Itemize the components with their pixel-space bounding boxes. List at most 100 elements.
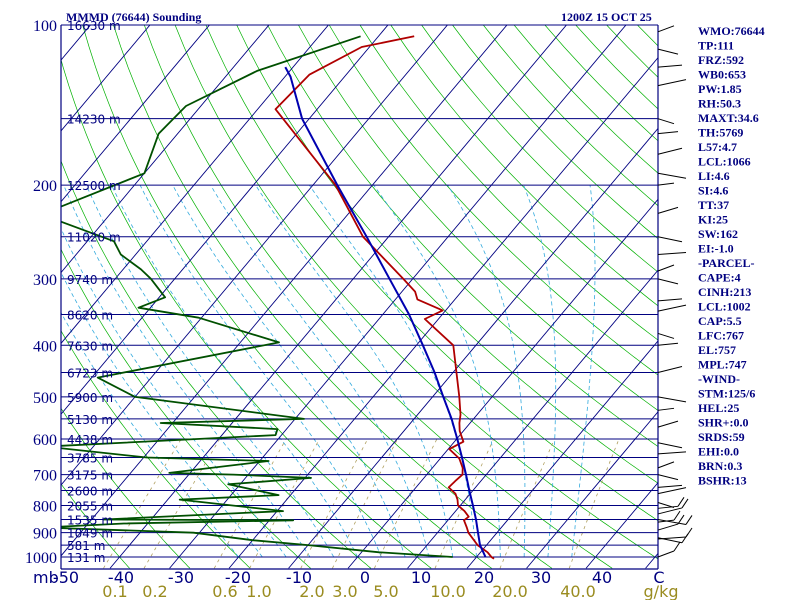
wind-barb [657,264,675,272]
isotherm [61,25,330,345]
wind-barb [657,461,675,469]
moist-adiabat [86,184,335,558]
mixing-ratio-unit-label: g/kg [644,582,679,600]
isotherm [288,127,658,569]
index-value: CAP:5.5 [698,314,742,328]
mixing-ratio-line [143,438,221,569]
index-value: RH:50.3 [698,97,741,111]
dry-adiabat [359,25,658,341]
pressure-tick-label: 400 [33,338,57,355]
dry-adiabat [298,25,658,411]
temperature-profile [274,35,495,560]
isotherm [61,25,211,203]
isotherm [61,25,151,132]
temperature-tick-label: -50 [53,568,79,587]
index-value: LCL:1002 [698,300,751,314]
height-label: 131 m [67,551,105,565]
wind-barb [657,407,675,411]
index-value: LFC:767 [698,329,744,343]
dewpoint-profile [61,35,453,558]
index-value: PW:1.85 [698,82,742,96]
wind-barb [657,236,683,243]
index-value: EI:-1.0 [698,242,734,256]
height-label: 8620 m [67,308,113,322]
wind-barb [657,332,675,339]
height-label: 3785 m [67,451,113,465]
wind-barb-flag [685,527,693,538]
isotherm [228,56,658,569]
index-value: SW:162 [698,227,738,241]
mixing-ratio-tick-label: 0.2 [142,582,167,600]
mixing-ratio-tick-label: 0.1 [102,582,127,600]
dry-adiabat [390,25,658,307]
wind-barb [657,182,675,186]
index-value: -WIND- [698,372,740,386]
height-label: 4438 m [67,433,113,447]
isotherm [61,25,270,274]
mixing-ratio-tick-label: 1.0 [246,582,271,600]
pressure-tick-label: 700 [33,468,57,485]
pressure-tick-label: 500 [33,390,57,407]
index-value: BSHR:13 [698,474,747,488]
temperature-tick-label: -40 [108,568,134,587]
index-value: BRN:0.3 [698,459,742,473]
moist-adiabat [571,185,596,558]
moist-adiabat [172,184,406,558]
dry-adiabat [267,25,658,447]
temperature-tick-label: 0 [360,568,370,587]
wind-barb [657,48,679,55]
wind-barb [657,206,679,214]
temperature-tick-label: -30 [168,568,194,587]
wind-barb [657,507,683,515]
wind-barb [657,442,683,449]
height-label: 14230 m [67,113,121,127]
wind-barb [657,342,679,346]
wind-barb [657,147,683,155]
sounding-curves [61,35,495,560]
index-value: TH:5769 [698,126,743,140]
height-label: 1049 m [67,527,113,541]
wind-barb-flag [677,497,685,507]
index-value: WMO:76644 [698,24,765,38]
wind-barb [657,64,683,68]
height-label: 16630 m [67,19,121,33]
wind-barb [657,487,687,495]
wind-profile [657,25,693,558]
height-label: 6723 m [67,367,113,381]
dry-adiabat [113,25,553,569]
wind-barb [657,172,687,179]
mixing-ratio-line [434,438,495,569]
temperature-tick-label: C [653,568,664,587]
wind-barb-flag [673,541,681,552]
mixing-ratio-tick-label: 2.0 [299,582,324,600]
mixing-ratio-tick-label: 10.0 [430,582,466,600]
wind-barb [657,474,679,481]
dry-adiabat [205,25,658,522]
index-value: CINH:213 [698,285,751,299]
wind-barb [657,396,687,403]
pressure-tick-label: 600 [33,432,57,449]
height-label: 581 m [67,539,105,553]
wind-barb [657,420,679,428]
stability-indices: WMO:76644TP:111FRZ:592WB0:653PW:1.85RH:5… [698,24,765,488]
station-title: MMMD (76644) Sounding [66,10,201,24]
mixing-ratio-tick-label: 3.0 [332,582,357,600]
index-value: L57:4.7 [698,140,737,154]
wind-barb [657,519,675,523]
dry-adiabat [174,25,658,560]
temperature-tick-label: 10 [411,568,431,587]
isotherm [347,198,658,569]
pressure-unit-label: mb [33,568,59,587]
mixing-ratio-tick-label: 20.0 [492,582,528,600]
temperature-tick-label: 20 [474,568,494,587]
isotherm [61,25,508,557]
height-label: 3175 m [67,469,113,483]
moist-adiabat [447,184,526,558]
index-value: WB0:653 [698,68,746,82]
isotherm [109,25,568,569]
wind-barb [657,523,679,531]
index-value: LCL:1066 [698,155,751,169]
index-value: CAPE:4 [698,271,741,285]
index-value: SHR+:0.0 [698,416,749,430]
temperature-tick-label: 30 [531,568,551,587]
